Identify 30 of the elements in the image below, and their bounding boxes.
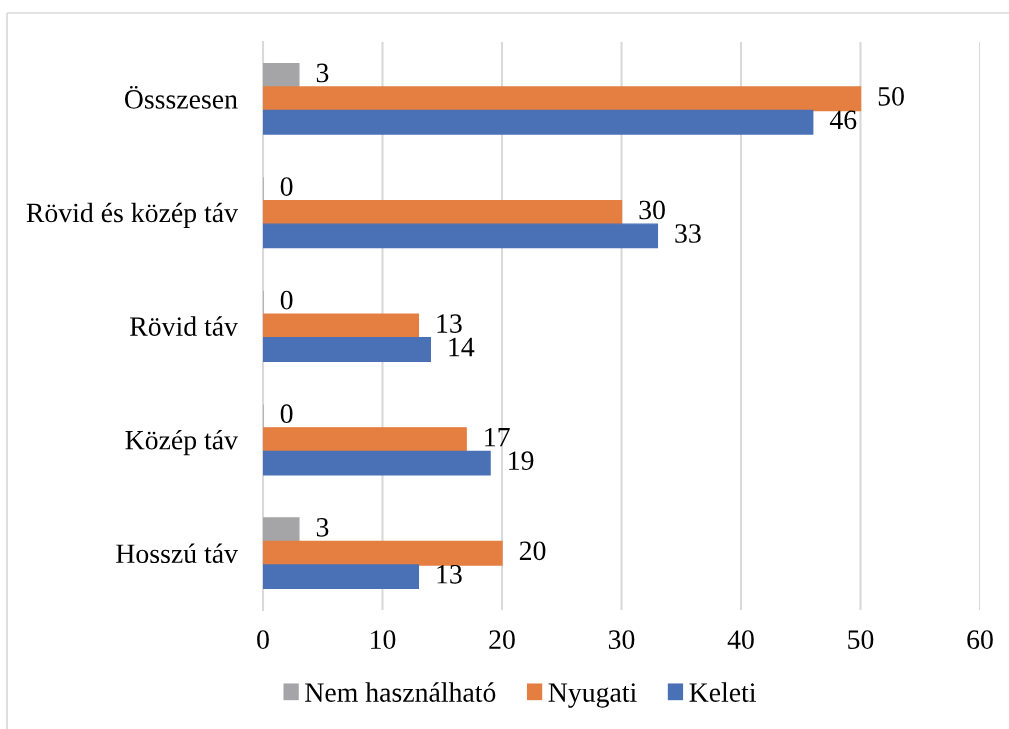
x-tick-label: 30 bbox=[608, 630, 635, 649]
data-label: 0 bbox=[280, 404, 293, 424]
y-tick-label: Közép táv bbox=[125, 429, 238, 456]
data-label: 13 bbox=[437, 564, 462, 584]
x-tick-label: 10 bbox=[371, 630, 396, 649]
data-label: 33 bbox=[675, 224, 701, 243]
x-tick-label: 0 bbox=[257, 630, 269, 649]
legend-label: Keleti bbox=[689, 682, 756, 702]
y-tick-label: Össszesen bbox=[124, 85, 238, 109]
y-tick-label: Hosszú táv bbox=[116, 543, 238, 564]
data-label: 3 bbox=[316, 518, 329, 537]
data-label: 0 bbox=[280, 177, 293, 196]
data-label: 17 bbox=[485, 427, 510, 447]
data-label: 19 bbox=[509, 451, 534, 471]
legend-label: Nyugati bbox=[548, 683, 637, 708]
x-tick-label: 20 bbox=[489, 630, 515, 649]
data-label: 30 bbox=[639, 200, 665, 220]
y-tick-label: Rövid táv bbox=[130, 316, 238, 336]
y-tick-label: Rövid és közép táv bbox=[26, 202, 238, 228]
data-label: 20 bbox=[519, 541, 546, 561]
data-label: 3 bbox=[316, 63, 329, 83]
legend-label: Nem használható bbox=[305, 682, 496, 702]
data-label: 14 bbox=[449, 337, 475, 357]
data-label: 13 bbox=[437, 314, 462, 333]
data-label: 0 bbox=[280, 290, 293, 310]
data-label: 50 bbox=[878, 87, 904, 106]
x-tick-label: 40 bbox=[727, 630, 754, 649]
x-tick-label: 60 bbox=[967, 630, 993, 649]
x-tick-label: 50 bbox=[848, 630, 874, 649]
data-label: 46 bbox=[829, 110, 857, 130]
